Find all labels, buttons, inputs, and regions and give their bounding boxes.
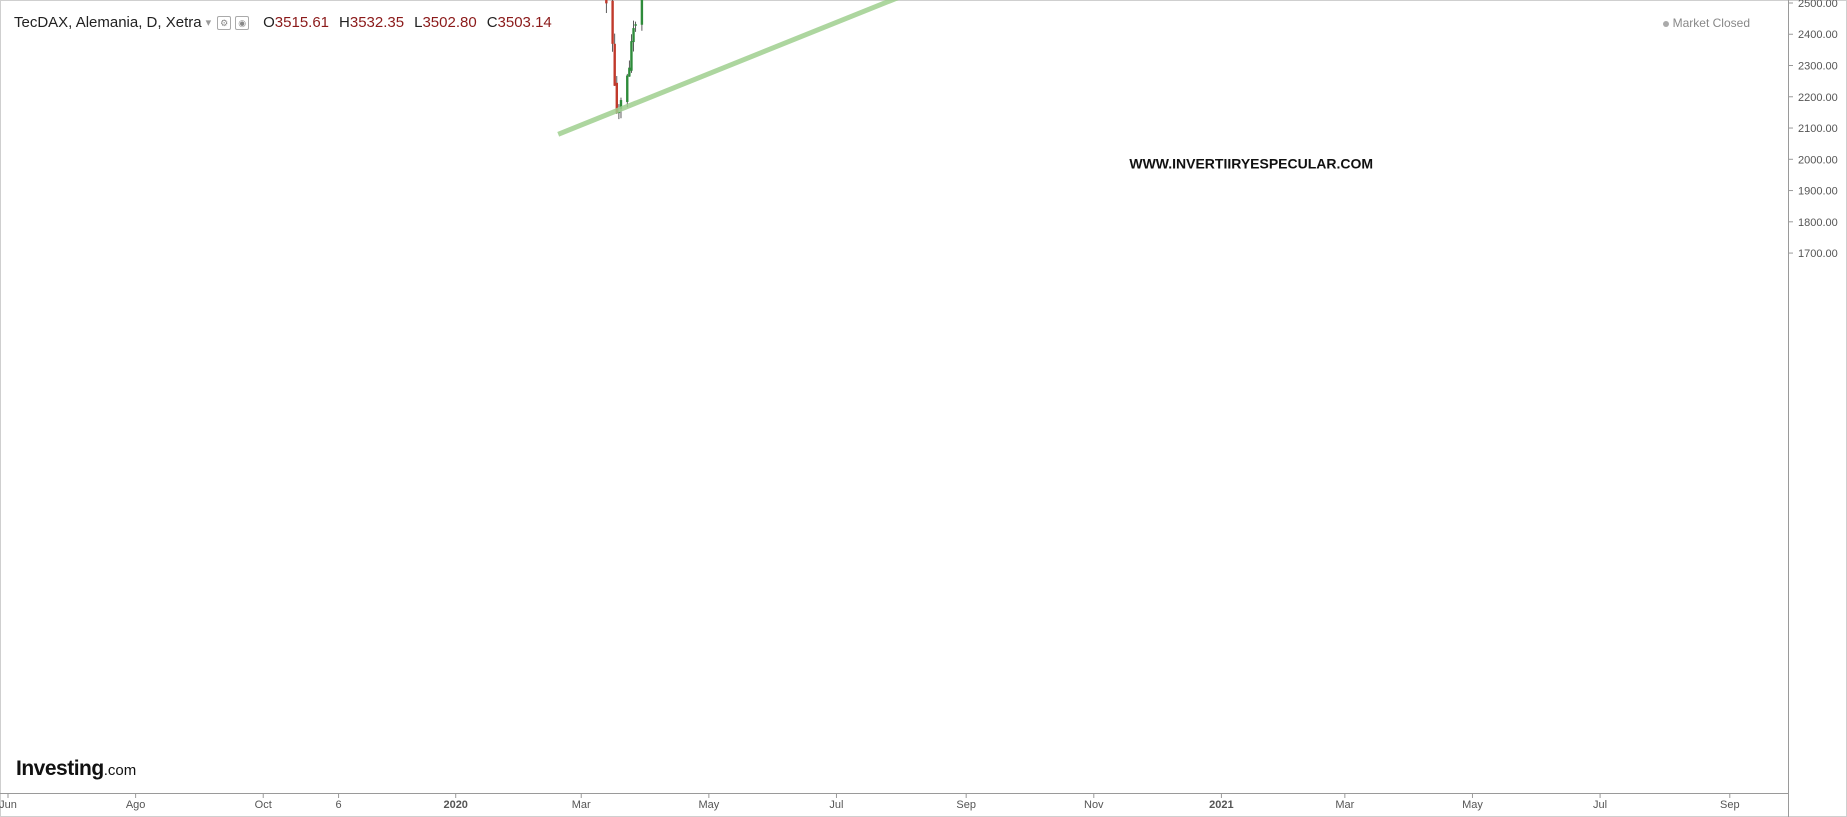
symbol-header: TecDAX, Alemania, D, Xetra ▾ ⚙ ◉ O 3515.6… [14, 14, 552, 31]
low-value: 3502.80 [422, 14, 477, 31]
x-tick-label: Jun [0, 799, 17, 811]
market-status-text: Market Closed [1672, 16, 1750, 30]
y-tick-label: 1900.00 [1798, 186, 1838, 198]
x-tick-label: Mar [1335, 799, 1354, 811]
y-tick-label: 1800.00 [1798, 217, 1838, 229]
watermark-text: WWW.INVERTIIRYESPECULAR.COM [1129, 156, 1373, 172]
symbol-title[interactable]: TecDAX, Alemania, D, Xetra [14, 14, 202, 31]
x-tick-label: Mar [572, 799, 591, 811]
x-tick-label: Jul [829, 799, 843, 811]
candle-body [640, 0, 644, 25]
candle-body [632, 28, 635, 43]
y-tick-label: 2300.00 [1798, 61, 1838, 73]
y-tick-label: 2400.00 [1798, 29, 1838, 41]
x-tick-label: Jul [1593, 799, 1607, 811]
open-value: 3515.61 [274, 14, 330, 31]
market-status: Market Closed [1662, 16, 1750, 30]
investing-logo[interactable]: Investing.com [16, 757, 136, 781]
y-tick-label: 1700.00 [1798, 248, 1838, 260]
candle-body [626, 75, 629, 102]
candle-body [634, 24, 637, 26]
low-label: L [414, 14, 423, 31]
y-tick-label: 2100.00 [1798, 123, 1838, 135]
high-label: H [339, 14, 350, 31]
candle-body [628, 67, 631, 77]
candle-body [613, 43, 616, 86]
logo-brand: Investing [16, 757, 104, 780]
candle-body [630, 41, 633, 71]
status-dot-icon [1662, 20, 1669, 27]
x-tick-label: Sep [956, 799, 976, 811]
trendline [557, 0, 899, 137]
candle-body [611, 0, 614, 44]
x-tick-label: Nov [1084, 799, 1104, 811]
y-tick-label: 2000.00 [1798, 154, 1838, 166]
x-tick-label: May [1462, 799, 1483, 811]
x-tick-label: 2020 [443, 799, 467, 811]
y-tick-label: 2200.00 [1798, 92, 1838, 104]
x-tick-label: Sep [1720, 799, 1740, 811]
x-tick-label: 6 [335, 799, 341, 811]
x-tick-label: Ago [126, 799, 146, 811]
candle-body [619, 100, 623, 109]
x-tick-label: Oct [255, 799, 272, 811]
candle-body [615, 82, 618, 114]
x-tick-label: 2021 [1209, 799, 1233, 811]
open-label: O [263, 14, 275, 31]
visibility-icon[interactable]: ◉ [235, 15, 250, 30]
candle-body [605, 0, 608, 4]
high-value: 3532.35 [349, 14, 405, 31]
close-label: C [486, 14, 498, 31]
chevron-down-icon[interactable]: ▾ [205, 17, 212, 29]
settings-icon[interactable]: ⚙ [217, 15, 232, 30]
close-value: 3503.14 [497, 14, 552, 31]
logo-domain: .com [103, 762, 137, 779]
y-tick-label: 2500.00 [1798, 0, 1838, 10]
x-tick-label: May [698, 799, 719, 811]
